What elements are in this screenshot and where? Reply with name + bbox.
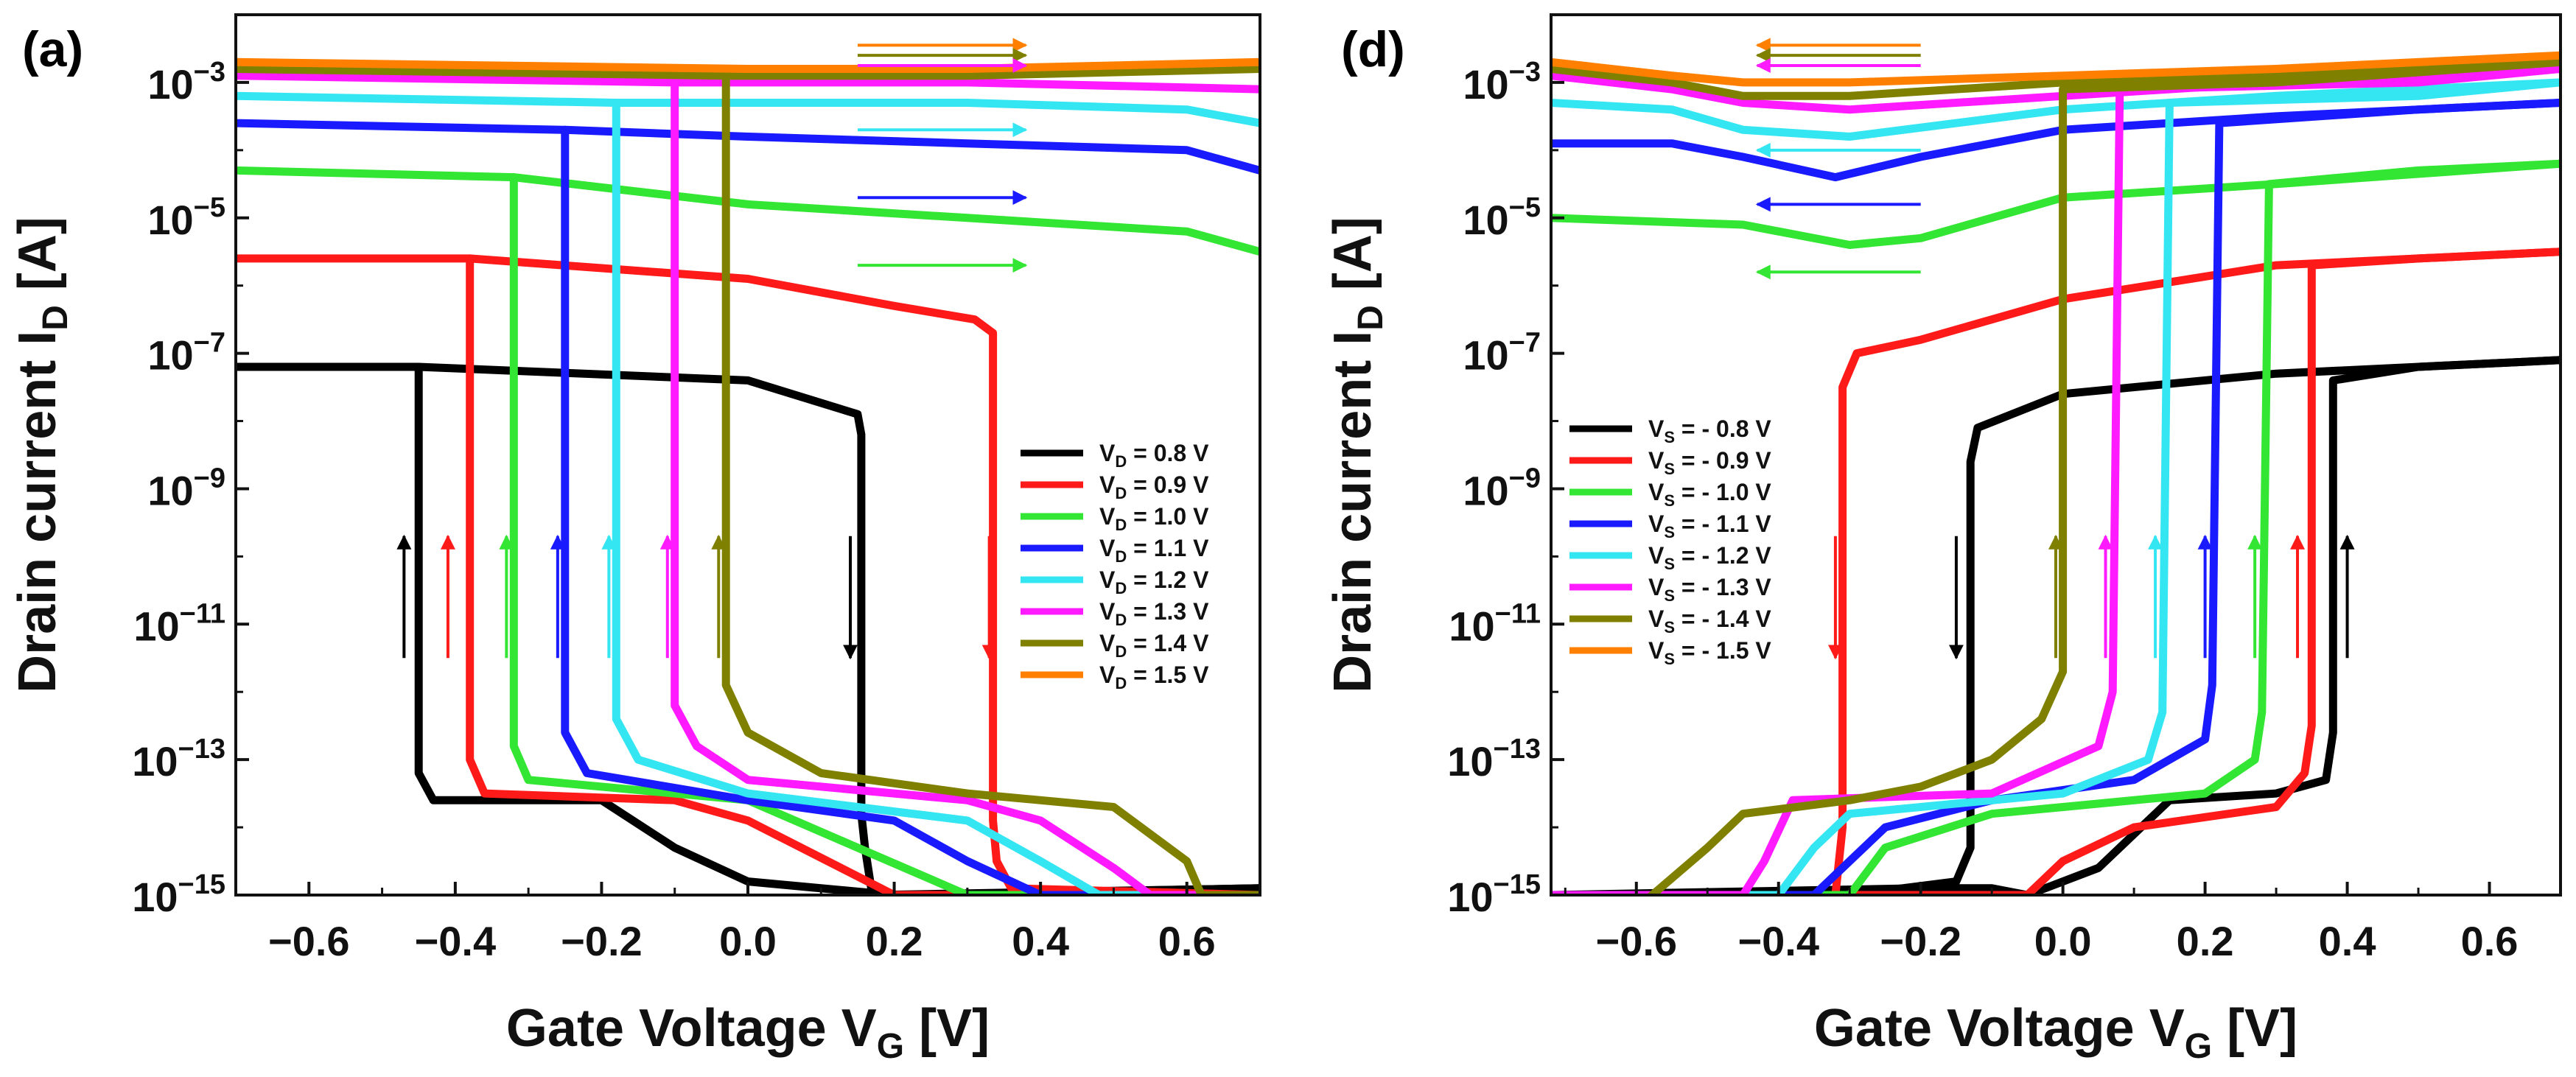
x-tick-label: −0.6 (268, 918, 350, 964)
y-tick-label: 10−7 (147, 328, 225, 379)
legend: VD = 0.8 VVD = 0.9 VVD = 1.0 VVD = 1.1 V… (1021, 440, 1209, 692)
panel-a: (a) −0.6 −0.4 −0.2 0.0 0.2 0.4 0.6 10−3 10−5 10−7 1… (8, 13, 1261, 1066)
x-tick-label: −0.6 (1595, 918, 1677, 964)
y-tick-label: 10−15 (1447, 869, 1541, 920)
series-line-8-forward (236, 57, 1260, 73)
x-tick-label: 0.2 (2177, 918, 2234, 964)
legend-label-2: VS = - 0.9 V (1648, 447, 1771, 478)
series-line-4-reverse (561, 125, 1260, 175)
legend-label-5: VS = - 1.2 V (1648, 542, 1771, 573)
curves (1551, 51, 2561, 895)
x-tick-label: 0.0 (719, 918, 777, 964)
x-tick-label: 0.4 (1012, 918, 1069, 964)
legend-label-8: VD = 1.5 V (1099, 662, 1209, 692)
series-line-2-reverse (1831, 248, 2561, 895)
series-line-3-reverse (509, 173, 1260, 256)
curves (236, 57, 1260, 895)
series-line-3-forward (236, 166, 1260, 895)
y-tick-label: 10−7 (1463, 328, 1541, 379)
y-tick-label: 10−9 (1463, 463, 1541, 513)
legend-label-4: VS = - 1.1 V (1648, 511, 1771, 541)
series-line-5-reverse (612, 99, 1260, 127)
y-tick-label: 10−11 (1449, 598, 1541, 649)
y-axis-title: Drain current ID [A] (1323, 217, 1390, 693)
series-line-7-reverse (721, 65, 1260, 80)
series-line-5-forward (236, 91, 1260, 895)
x-tick-label: −0.2 (1880, 918, 1961, 964)
series-line-3-reverse (1551, 159, 2561, 249)
panel-label: (d) (1341, 21, 1405, 77)
legend-label-4: VD = 1.1 V (1099, 535, 1209, 566)
legend-label-7: VD = 1.4 V (1099, 630, 1209, 661)
x-tick-label: 0.4 (2319, 918, 2376, 964)
x-tick-label: −0.4 (1737, 918, 1819, 964)
x-tick-label: 0.6 (1158, 918, 1216, 964)
legend-label-6: VS = - 1.3 V (1648, 574, 1771, 605)
x-tick-label: −0.4 (415, 918, 497, 964)
x-tick-label: 0.0 (2034, 918, 2092, 964)
series-line-3-forward (1551, 159, 2561, 895)
series-line-7-reverse (1551, 57, 2561, 100)
series-line-1-forward (1551, 356, 2561, 895)
legend-label-1: VD = 0.8 V (1099, 440, 1209, 471)
y-tick-label: 10−15 (132, 869, 225, 920)
legend: VS = - 0.8 VVS = - 0.9 VVS = - 1.0 VVS =… (1569, 415, 1771, 668)
series-line-4-forward (236, 119, 1260, 895)
y-tick-label: 10−9 (147, 463, 225, 513)
legend-label-1: VS = - 0.8 V (1648, 415, 1771, 446)
y-tick-label: 10−3 (1463, 57, 1541, 108)
y-tick-label: 10−3 (147, 57, 225, 108)
y-tick-label: 10−5 (1463, 192, 1541, 243)
legend-label-7: VS = - 1.4 V (1648, 606, 1771, 636)
x-tick-label: 0.2 (866, 918, 923, 964)
y-tick-label: 10−11 (133, 598, 225, 649)
panel-label: (a) (22, 21, 83, 77)
x-axis-title: Gate Voltage VG [V] (1814, 999, 2297, 1066)
series-line-4-forward (1551, 99, 2561, 895)
y-tick-label: 10−13 (132, 734, 225, 785)
legend-label-3: VD = 1.0 V (1099, 503, 1209, 534)
panel-d: (d) −0.6 −0.4 −0.2 0.0 0.2 0.4 0.6 10−3 10−5 10−7 1… (1323, 13, 2562, 1066)
legend-label-3: VS = - 1.0 V (1648, 479, 1771, 510)
x-tick-label: −0.2 (561, 918, 643, 964)
legend-label-8: VS = - 1.5 V (1648, 637, 1771, 668)
y-axis-title: Drain current ID [A] (8, 217, 75, 693)
series-line-6-forward (236, 71, 1260, 895)
series-line-6-reverse (671, 78, 1260, 94)
series-line-5-forward (1551, 78, 2561, 895)
legend-label-5: VD = 1.2 V (1099, 566, 1209, 597)
y-tick-label: 10−13 (1447, 734, 1541, 785)
x-axis-title: Gate Voltage VG [V] (506, 999, 990, 1066)
series-line-2-forward (1551, 248, 2561, 895)
y-tick-label: 10−5 (147, 192, 225, 243)
series-line-8-forward (1551, 51, 2561, 87)
x-tick-label: 0.6 (2461, 918, 2519, 964)
plot-frame (1550, 13, 2562, 897)
series-line-7-forward (236, 65, 1260, 895)
series-line-2-forward (236, 254, 1260, 895)
legend-label-2: VD = 0.9 V (1099, 471, 1209, 502)
legend-label-6: VD = 1.3 V (1099, 598, 1209, 629)
series-line-1-reverse (1845, 356, 2561, 895)
series-line-7-forward (1645, 57, 2561, 895)
